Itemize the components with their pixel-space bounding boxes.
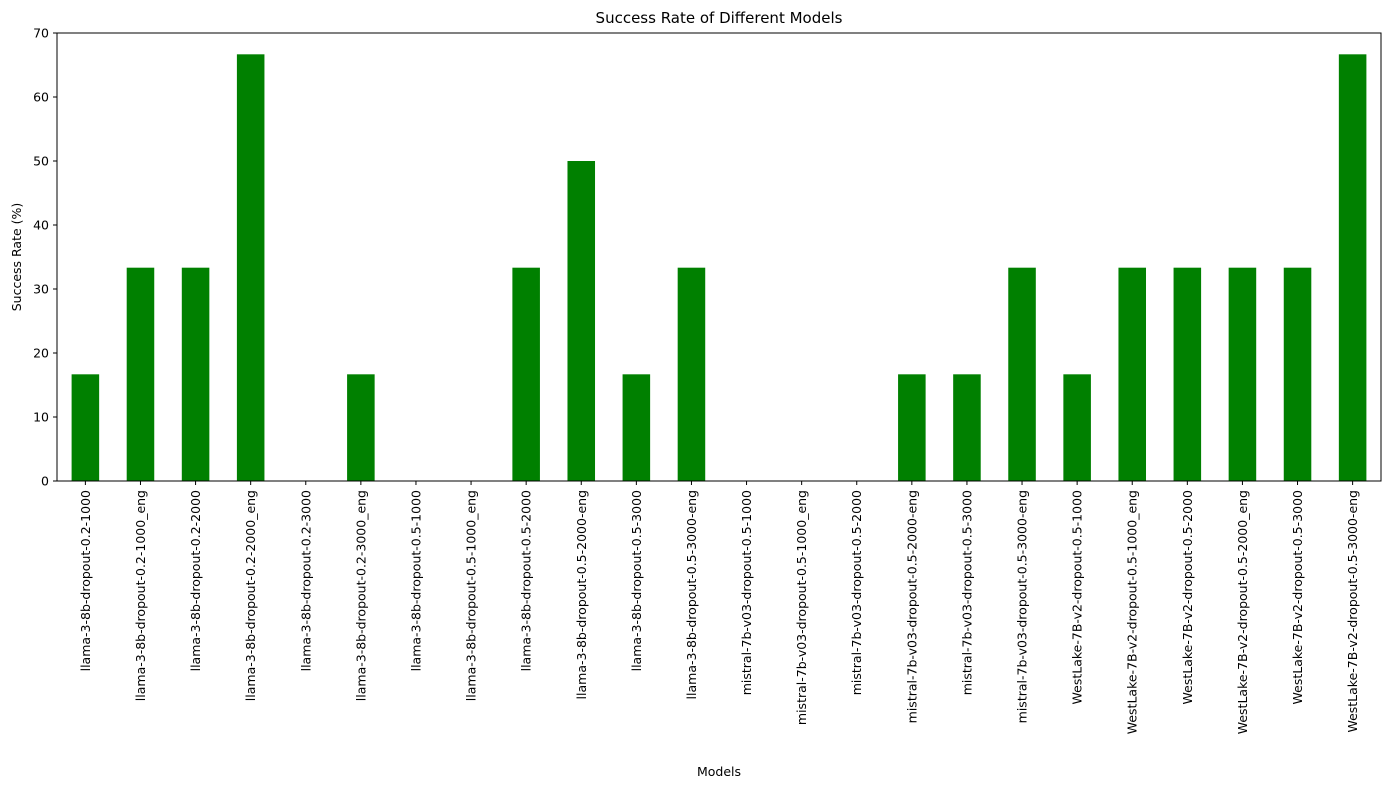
- bar: [1338, 54, 1367, 481]
- bar: [1008, 267, 1036, 481]
- x-tick-label: llama-3-8b-dropout-0.5-2000-eng: [574, 490, 589, 699]
- plot-frame: [56, 32, 1382, 482]
- x-tick-label: llama-3-8b-dropout-0.5-3000-eng: [684, 490, 699, 699]
- bar: [347, 374, 375, 481]
- x-tick-label: llama-3-8b-dropout-0.5-2000: [519, 490, 534, 671]
- bar: [1228, 267, 1257, 481]
- y-axis: 0 10 20 30 40 50 60 70: [33, 26, 57, 489]
- x-tick-label: llama-3-8b-dropout-0.2-2000: [188, 490, 203, 671]
- x-tick-label: llama-3-8b-dropout-0.5-1000: [408, 490, 423, 671]
- x-tick-label: mistral-7b-v03-dropout-0.5-1000: [739, 490, 754, 695]
- x-tick-label: llama-3-8b-dropout-0.2-1000: [78, 490, 93, 671]
- x-axis: llama-3-8b-dropout-0.2-1000 llama-3-8b-dr…: [78, 481, 1360, 734]
- x-axis-label: Models: [697, 764, 741, 779]
- bar: [236, 54, 265, 481]
- y-tick-label: 30: [33, 282, 49, 297]
- bar: [71, 374, 100, 481]
- y-tick-label: 50: [33, 154, 49, 169]
- x-tick-label: WestLake-7B-v2-dropout-0.5-2000_eng: [1235, 490, 1250, 734]
- x-tick-label: mistral-7b-v03-dropout-0.5-1000_eng: [794, 490, 809, 725]
- y-tick-label: 10: [33, 410, 49, 425]
- y-tick-label: 0: [41, 474, 49, 489]
- y-tick-label: 60: [33, 90, 49, 105]
- bars-group: [71, 54, 1367, 481]
- x-tick-label: llama-3-8b-dropout-0.2-1000_eng: [133, 490, 148, 701]
- x-tick-label: WestLake-7B-v2-dropout-0.5-3000-eng: [1345, 490, 1360, 733]
- bar: [677, 267, 706, 481]
- x-tick-label: WestLake-7B-v2-dropout-0.5-3000: [1290, 490, 1305, 705]
- bar: [1118, 267, 1147, 481]
- x-tick-label: llama-3-8b-dropout-0.2-3000: [298, 490, 313, 671]
- bar: [126, 267, 155, 481]
- bar: [1283, 267, 1312, 481]
- x-tick-label: mistral-7b-v03-dropout-0.5-3000-eng: [1015, 490, 1030, 723]
- y-tick-label: 70: [33, 26, 49, 41]
- bar: [567, 161, 596, 481]
- bar: [622, 374, 651, 481]
- x-tick-label: llama-3-8b-dropout-0.2-3000_eng: [353, 490, 368, 701]
- x-tick-label: mistral-7b-v03-dropout-0.5-3000: [959, 490, 974, 695]
- bar: [181, 267, 210, 481]
- bar: [1063, 374, 1091, 481]
- bar: [898, 374, 926, 481]
- x-tick-label: WestLake-7B-v2-dropout-0.5-1000: [1070, 490, 1085, 705]
- y-tick-label: 20: [33, 346, 49, 361]
- bar: [1173, 267, 1202, 481]
- bar: [512, 267, 540, 481]
- x-tick-label: llama-3-8b-dropout-0.5-1000_eng: [464, 490, 479, 701]
- x-tick-label: WestLake-7B-v2-dropout-0.5-2000: [1180, 490, 1195, 705]
- bar: [953, 374, 981, 481]
- x-tick-label: WestLake-7B-v2-dropout-0.5-1000_eng: [1125, 490, 1140, 734]
- x-tick-label: llama-3-8b-dropout-0.2-2000_eng: [243, 490, 258, 701]
- x-tick-label: mistral-7b-v03-dropout-0.5-2000: [849, 490, 864, 695]
- x-tick-label: mistral-7b-v03-dropout-0.5-2000-eng: [904, 490, 919, 723]
- y-axis-label: Success Rate (%): [9, 203, 24, 312]
- y-tick-label: 40: [33, 218, 49, 233]
- x-tick-label: llama-3-8b-dropout-0.5-3000: [629, 490, 644, 671]
- chart-title: Success Rate of Different Models: [596, 9, 843, 27]
